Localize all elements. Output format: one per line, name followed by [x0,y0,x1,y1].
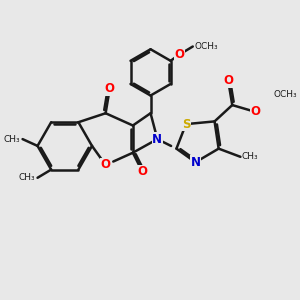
Text: O: O [223,74,233,87]
Text: N: N [152,133,162,146]
Text: OCH₃: OCH₃ [194,42,218,51]
Text: CH₃: CH₃ [242,152,258,161]
Text: S: S [182,118,190,130]
Text: O: O [174,48,184,61]
Text: O: O [137,165,147,178]
Text: N: N [190,156,200,169]
Text: CH₃: CH₃ [19,173,35,182]
Text: O: O [250,105,260,119]
Text: O: O [105,82,115,95]
Text: CH₃: CH₃ [4,135,20,144]
Text: OCH₃: OCH₃ [273,90,297,99]
Text: O: O [100,158,111,172]
